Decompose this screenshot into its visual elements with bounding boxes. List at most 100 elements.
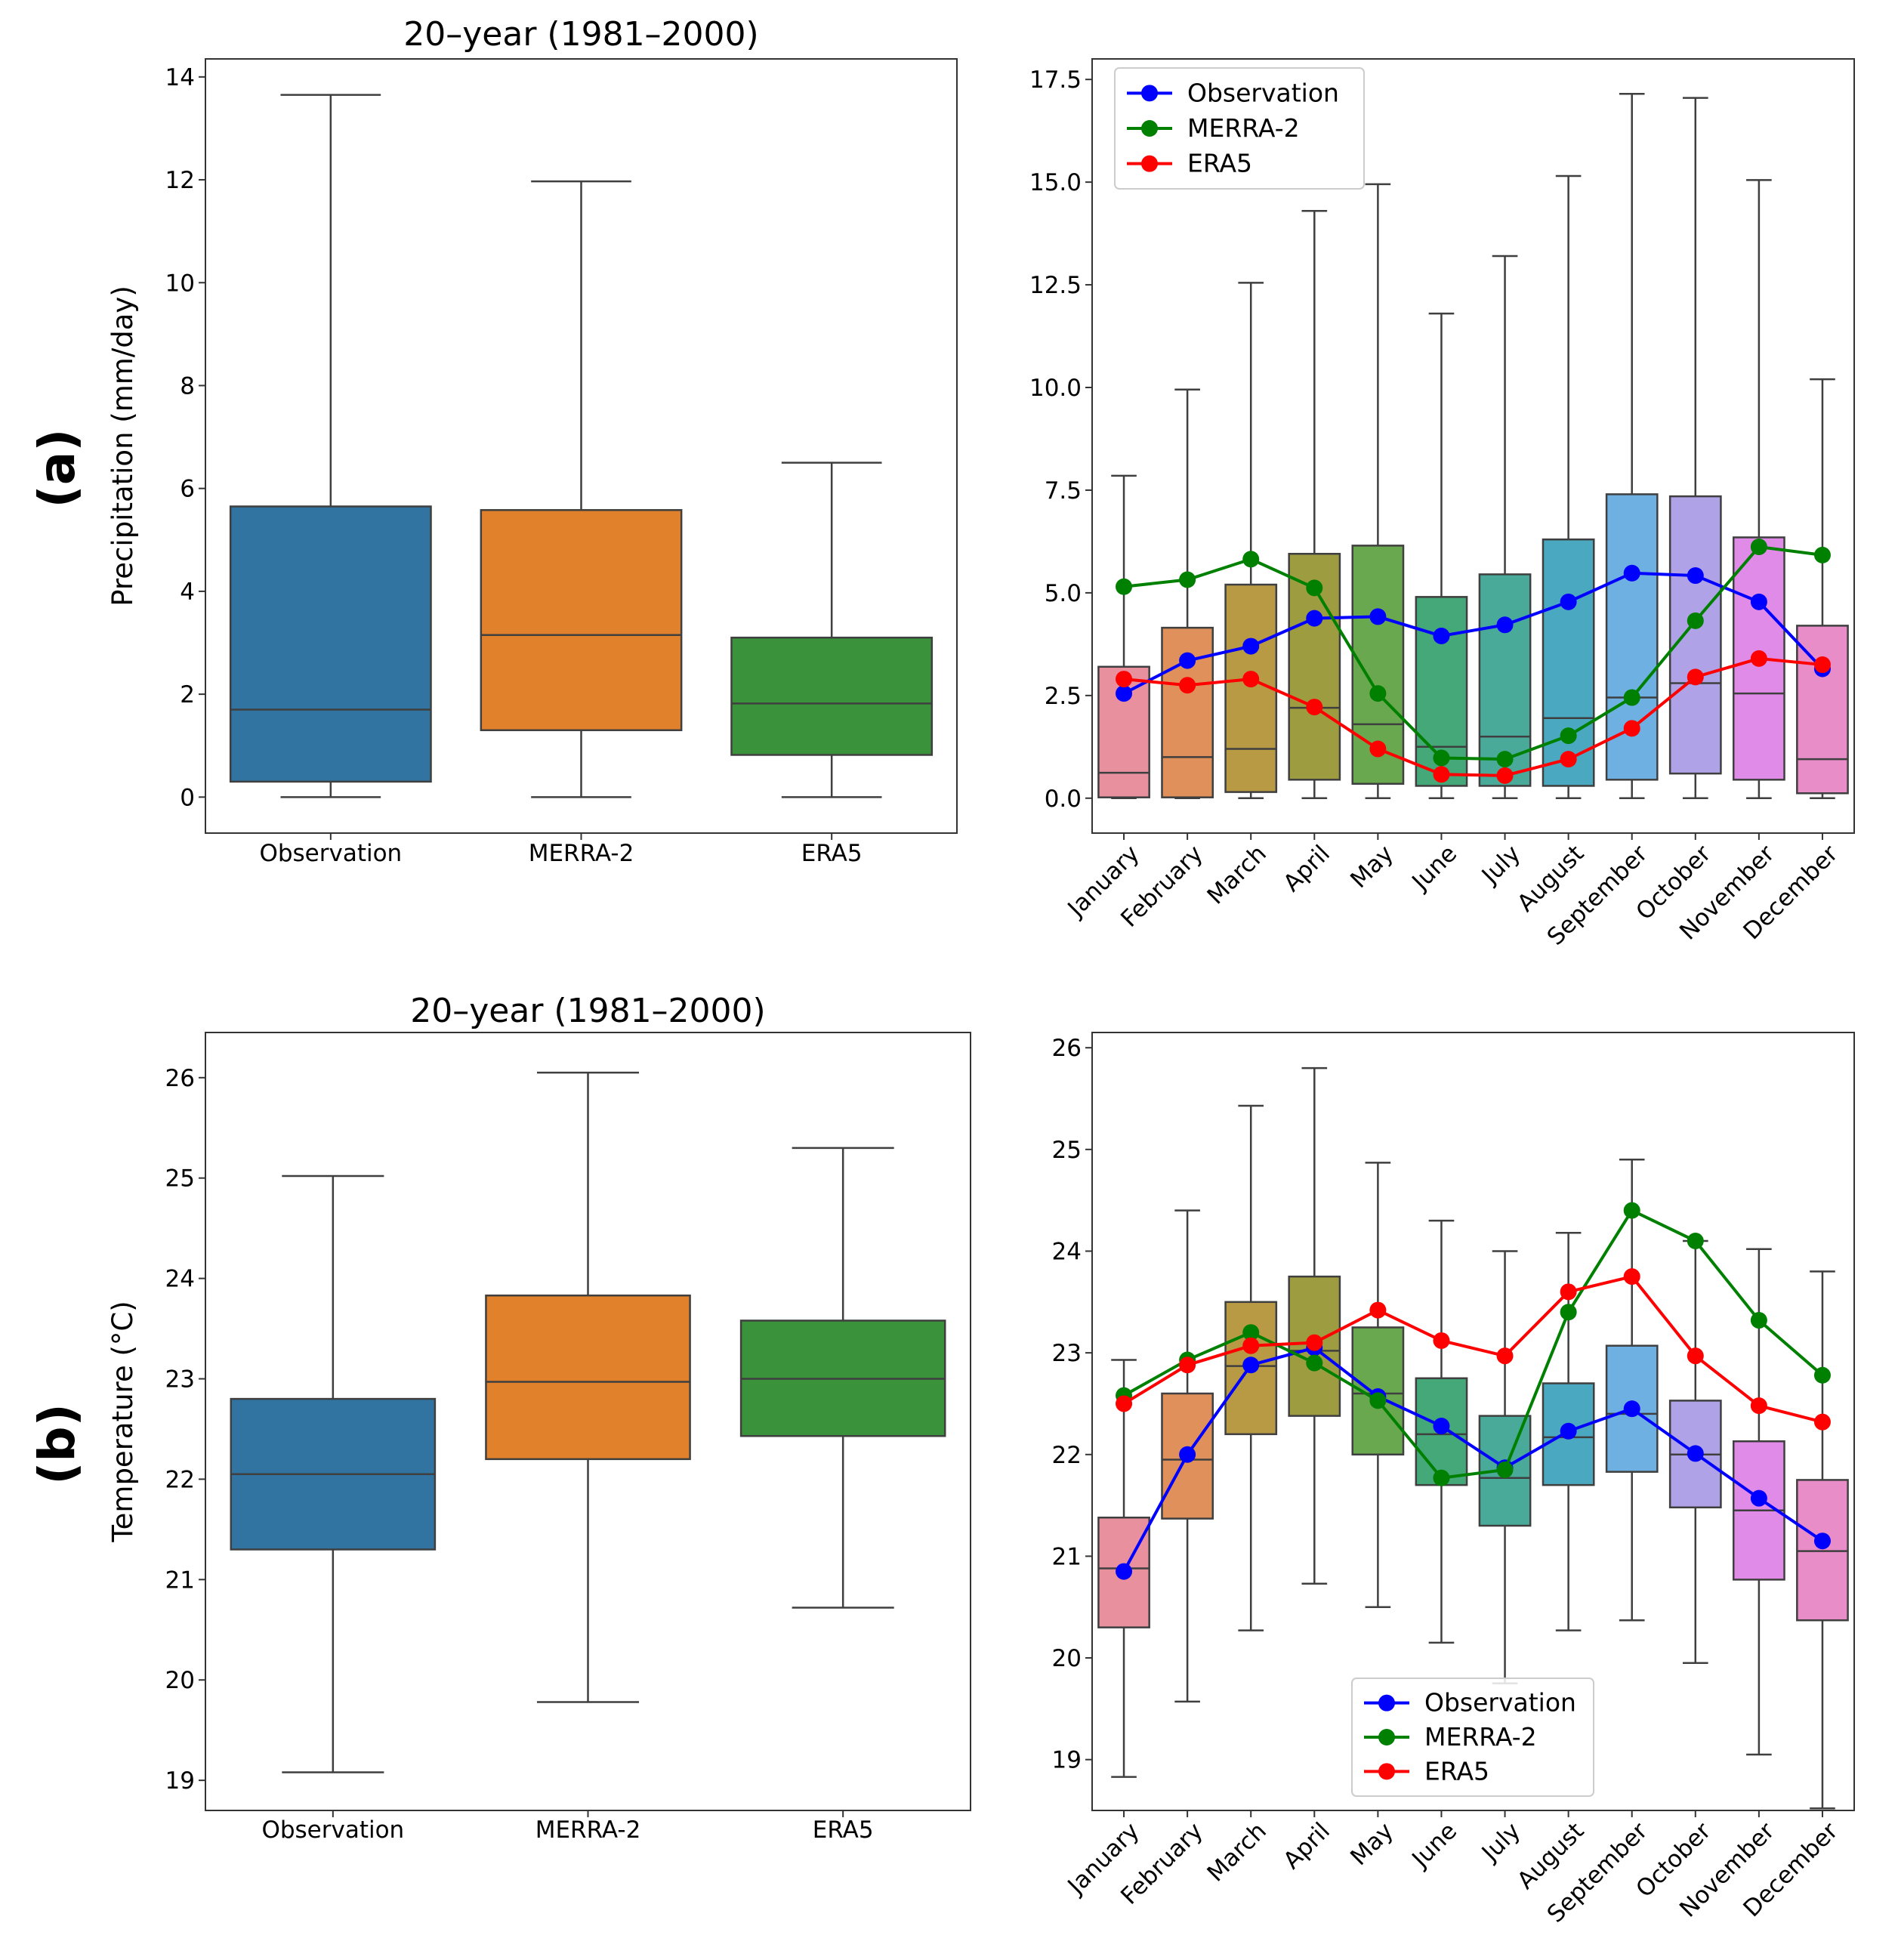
y-tick-label: 24 [1052, 1238, 1082, 1265]
legend-entry-observation: Observation [1364, 1688, 1576, 1718]
box-june [1415, 312, 1468, 800]
y-tick-label: 6 [180, 476, 195, 503]
y-tick-label: 17.5 [1029, 66, 1082, 94]
y-tick-label: 22 [1052, 1442, 1082, 1469]
series-point [1560, 751, 1577, 768]
series-point [1433, 627, 1450, 644]
legend-entry-observation: Observation [1127, 78, 1339, 107]
x-tick-label: MERRA-2 [535, 1816, 641, 1844]
iqr-box [485, 1294, 691, 1461]
y-tick-label: 21 [1052, 1543, 1082, 1570]
box-april [1288, 1066, 1341, 1585]
iqr-box [1478, 573, 1532, 787]
box-september [1605, 1159, 1659, 1622]
legend-entry-era5: ERA5 [1364, 1756, 1489, 1786]
legend-entry-era5: ERA5 [1127, 149, 1252, 178]
series-point [1433, 749, 1450, 767]
series-point [1623, 720, 1640, 737]
legend-label: Observation [1424, 1688, 1576, 1718]
legend-entry-merra-2: MERRA-2 [1127, 113, 1300, 143]
series-point [1687, 1445, 1704, 1462]
legend-entry-merra-2: MERRA-2 [1364, 1722, 1537, 1752]
series-merra-2 [1116, 1202, 1831, 1486]
y-tick-label: 21 [165, 1566, 195, 1594]
series-point [1242, 551, 1260, 568]
box-december [1796, 378, 1849, 800]
series-point [1560, 593, 1577, 610]
iqr-box [1668, 495, 1722, 775]
series-point [1179, 1446, 1196, 1463]
box-august [1542, 174, 1595, 800]
series-point [1496, 616, 1514, 634]
x-tick-label: May [1345, 840, 1399, 894]
series-point [1242, 1337, 1260, 1354]
series-point [1242, 671, 1260, 688]
series-point [1179, 1357, 1196, 1374]
y-tick-label: 26 [1052, 1035, 1082, 1062]
series-point [1813, 1366, 1831, 1384]
y-tick-label: 7.5 [1045, 477, 1082, 505]
series-line [1123, 1274, 1823, 1424]
x-tick-label: MERRA-2 [529, 840, 634, 867]
series-point [1242, 637, 1260, 655]
y-tick-label: 20 [1052, 1645, 1082, 1672]
legend-swatch-marker [1141, 85, 1158, 102]
y-axis-label: Precipitation (mm/day) [106, 286, 139, 607]
series-point [1623, 1400, 1640, 1418]
series-point [1306, 610, 1323, 627]
iqr-box [1796, 1479, 1849, 1622]
x-tick-label: ERA5 [813, 1816, 874, 1844]
series-point [1750, 538, 1767, 555]
series-point [1433, 1418, 1450, 1435]
y-axis-label: Temperature (°C) [106, 1301, 139, 1542]
series-merra-2 [1116, 538, 1831, 768]
x-tick-label: Observation [261, 1816, 404, 1844]
series-point [1433, 1332, 1450, 1349]
legend-swatch-marker [1141, 155, 1158, 172]
series-era5 [1116, 650, 1831, 784]
legend-label: Observation [1187, 78, 1339, 107]
series-point [1623, 564, 1640, 582]
y-tick-label: 12 [165, 167, 195, 194]
precipitation-overall-boxplot: 0 2 4 6 8 10 12 14 Observation MERRA-2 ERA5 Precipi… [106, 15, 958, 867]
legend-swatch-marker [1378, 1694, 1395, 1712]
y-tick-label: 0.0 [1045, 786, 1082, 813]
legend: Observation MERRA-2 ERA5 [1114, 67, 1365, 190]
y-tick-label: 4 [180, 579, 195, 606]
panel-label-b: (b) [28, 1403, 86, 1485]
series-point [1369, 1392, 1387, 1409]
series-point [1306, 1354, 1323, 1372]
series-point [1369, 685, 1387, 702]
box-november [1732, 179, 1785, 800]
series-point [1179, 571, 1196, 588]
series-point [1116, 578, 1133, 595]
legend-swatch-marker [1378, 1763, 1395, 1780]
series-line [1123, 656, 1823, 777]
series-point [1116, 671, 1133, 688]
series-point [1623, 689, 1640, 706]
y-tick-label: 2 [180, 681, 195, 708]
series-point [1623, 1268, 1640, 1286]
series-observation [1116, 564, 1831, 702]
series-point [1306, 1334, 1323, 1351]
series-point [1560, 1304, 1577, 1321]
y-tick-label: 14 [165, 64, 195, 91]
y-tick-label: 10.0 [1029, 375, 1082, 402]
legend-label: ERA5 [1424, 1756, 1489, 1786]
series-point [1813, 1533, 1831, 1550]
plot-frame [1091, 1032, 1855, 1811]
box-may [1351, 183, 1405, 800]
y-tick-label: 2.5 [1045, 683, 1082, 710]
panel-label-a: (a) [28, 429, 86, 508]
box-january [1097, 474, 1150, 800]
iqr-box [730, 636, 934, 756]
legend-label: MERRA-2 [1187, 113, 1300, 143]
y-tick-label: 0 [180, 784, 195, 811]
y-tick-label: 10 [165, 270, 195, 297]
series-point [1687, 1233, 1704, 1250]
y-tick-label: 24 [165, 1266, 195, 1293]
legend-frame [1351, 1678, 1594, 1797]
x-tick-label: July [1476, 840, 1526, 890]
box-may [1351, 1162, 1405, 1608]
